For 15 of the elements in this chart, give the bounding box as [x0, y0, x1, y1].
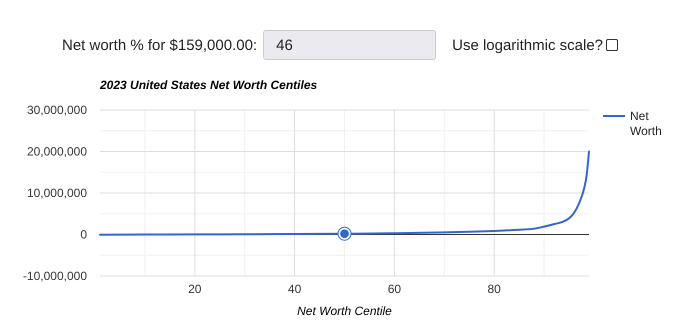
- text: Use logarithmic scale?: [452, 36, 604, 54]
- y-tick-label: 20,000,000: [26, 144, 88, 158]
- x-tick-label: 20: [188, 282, 202, 296]
- text: Net worth % for $159,000.00:: [62, 36, 258, 54]
- y-tick-label: 30,000,000: [26, 103, 88, 117]
- chart-title: 2023 United States Net Worth Centiles: [99, 78, 318, 92]
- x-axis-title: Net Worth Centile: [297, 304, 392, 318]
- number-field: 46: [263, 30, 436, 60]
- x-tick-label: 60: [388, 282, 402, 296]
- y-tick-label: 10,000,000: [26, 186, 88, 200]
- x-tick-label: 80: [488, 282, 502, 296]
- x-tick-label: 40: [288, 282, 302, 296]
- legend-label: Net Worth: [630, 109, 662, 138]
- y-tick-label: 0: [80, 228, 88, 242]
- y-tick-label: -10,000,000: [22, 269, 88, 283]
